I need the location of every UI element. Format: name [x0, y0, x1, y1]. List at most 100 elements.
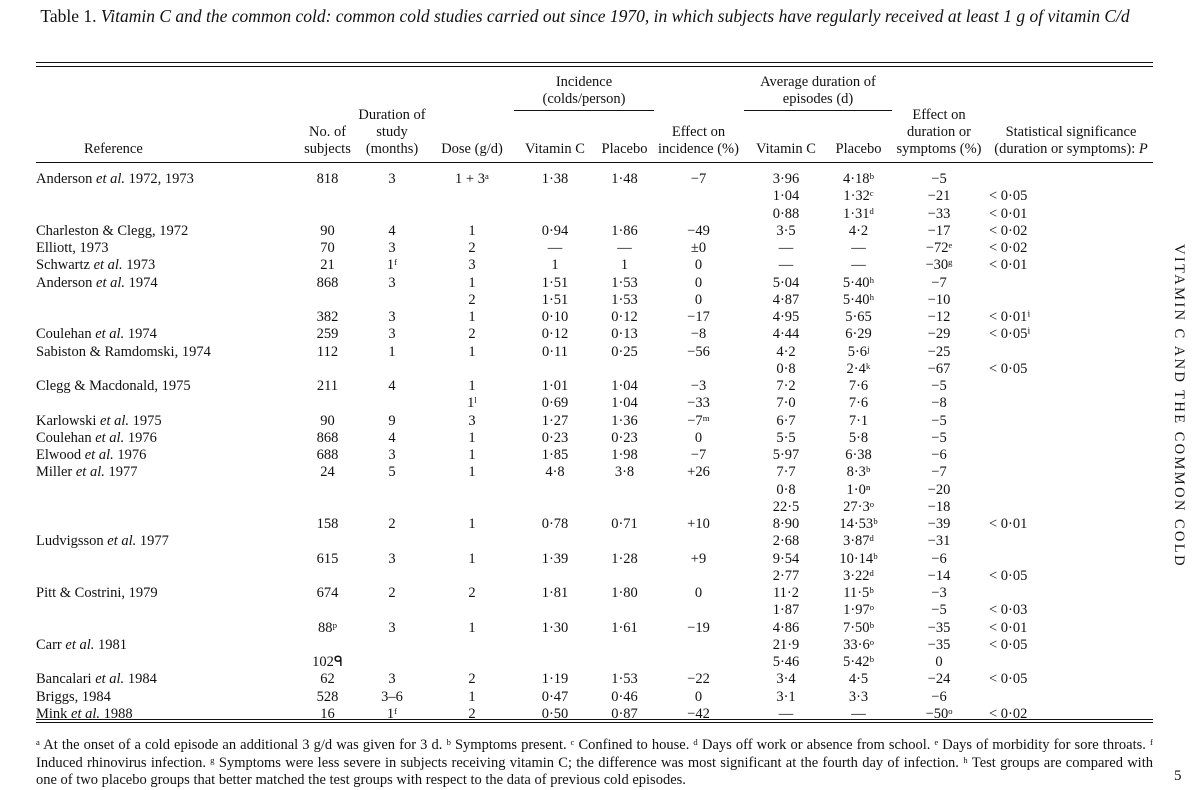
data-cell: −7 [931, 464, 947, 481]
data-cell: < 0·01 [989, 257, 1028, 274]
col-vitc-duration: Vitamin C [756, 141, 816, 157]
table-row: Charleston & Clegg, 1972 90 4 1 0·94 1·86 −49 3… [36, 223, 1153, 240]
caption-label: Table 1. [40, 6, 97, 26]
reference-cell [36, 309, 301, 326]
data-cell [430, 637, 514, 654]
data-cell: 0·11 [541, 343, 569, 360]
data-cell: 3 [388, 671, 396, 688]
data-cell: −12 [927, 309, 951, 325]
data-cell: 0·12 [541, 326, 569, 343]
data-cell [514, 533, 596, 550]
data-cell: 7·0 [776, 395, 796, 412]
data-cell: 1 [468, 516, 476, 532]
data-cell: 0 [694, 688, 703, 705]
data-cell: 0·46 [611, 688, 638, 705]
data-cell: 90 [320, 222, 335, 239]
data-cell: −5 [931, 602, 947, 619]
data-cell: −7 [690, 171, 707, 187]
data-cell: < 0·01 [989, 619, 1028, 636]
data-cell: — [778, 240, 794, 256]
data-cell: 1 [468, 222, 476, 239]
data-cell: 1·04 [611, 395, 638, 412]
data-cell: 1·97ᵒ [843, 602, 874, 619]
data-cell: 14·53ᵇ [839, 516, 878, 532]
data-cell: −56 [687, 343, 710, 360]
data-cell: — [778, 705, 794, 722]
side-running-title: VITAMIN C AND THE COMMON COLD [1171, 244, 1187, 568]
data-cell: < 0·05 [989, 636, 1028, 653]
data-cell: −7ᵐ [687, 412, 710, 429]
reference-cell: Bancalari et al. 1984 [36, 671, 157, 688]
data-cell: −72ᵉ [925, 240, 953, 256]
data-cell: 8·90 [772, 516, 800, 532]
data-cell [430, 602, 514, 619]
data-cell: 2 [468, 291, 476, 308]
data-cell: −3 [690, 378, 707, 394]
col-effect-incidence: Effect on incidence (%) [658, 124, 739, 157]
data-cell: 1 [468, 550, 476, 567]
data-cell [596, 602, 653, 619]
table-row: 1·04 1·32ᶜ −21 < 0·05 [36, 188, 1153, 205]
data-cell: 22·5 [772, 498, 800, 515]
data-cell [989, 533, 1153, 550]
data-cell [653, 499, 744, 516]
data-cell: 1 [468, 447, 476, 463]
data-cell: — [778, 257, 794, 274]
data-cell: 4·8 [545, 464, 565, 481]
reference-cell [36, 482, 301, 499]
data-cell: 0·78 [541, 516, 569, 532]
reference-cell [36, 568, 301, 585]
reference-cell [36, 395, 301, 412]
data-cell: 1 [620, 257, 629, 274]
data-cell: 1 [468, 274, 476, 291]
data-cell: 868 [316, 274, 339, 291]
page-number: 5 [1174, 768, 1182, 784]
data-cell: 6·38 [845, 447, 872, 463]
data-cell: 1·0ⁿ [846, 481, 871, 498]
data-cell: 1ᶠ [386, 257, 398, 274]
data-cell: 615 [316, 550, 339, 567]
data-cell: 5·04 [772, 274, 800, 291]
data-cell: 1·87 [772, 602, 800, 619]
data-cell: — [851, 240, 866, 256]
data-cell [653, 361, 744, 378]
data-cell: 0 [935, 654, 943, 670]
data-cell: 62 [320, 671, 335, 688]
reference-cell [36, 516, 301, 533]
data-cell: 674 [316, 585, 339, 601]
data-cell: 1 [468, 688, 476, 705]
data-cell [430, 654, 514, 671]
data-cell: 1·31ᵈ [842, 205, 875, 222]
data-cell: 4 [388, 378, 396, 394]
data-cell [596, 533, 653, 550]
data-cell: 1·80 [611, 585, 638, 601]
data-cell: 3·5 [776, 222, 796, 239]
data-cell: 0·87 [611, 705, 638, 722]
data-cell: 16 [320, 705, 335, 722]
data-cell: 0 [694, 257, 703, 274]
data-cell: 0·69 [541, 395, 569, 412]
data-cell [653, 188, 744, 205]
data-cell: −6 [931, 447, 947, 463]
data-cell [301, 533, 354, 550]
data-cell: 1·85 [541, 447, 569, 463]
data-cell: −7 [931, 274, 947, 291]
data-cell: 10·14ᵇ [839, 550, 878, 567]
reference-cell [36, 620, 301, 637]
data-cell: 3–6 [381, 688, 403, 705]
data-cell: 1·61 [611, 619, 638, 636]
data-cell [354, 637, 430, 654]
data-cell: 1·36 [611, 412, 638, 429]
data-cell: −21 [927, 188, 951, 205]
data-cell: 1·48 [611, 171, 638, 187]
data-cell: 0 [694, 291, 703, 308]
data-cell: 3·3 [848, 688, 869, 705]
data-cell [514, 482, 596, 499]
data-cell: 0 [694, 585, 703, 601]
data-cell: 2 [468, 671, 476, 688]
data-cell [653, 637, 744, 654]
reference-cell [36, 551, 301, 568]
data-cell: 1 + 3ᵃ [455, 171, 489, 187]
data-cell: 158 [316, 516, 339, 532]
data-cell: 2 [388, 516, 396, 532]
